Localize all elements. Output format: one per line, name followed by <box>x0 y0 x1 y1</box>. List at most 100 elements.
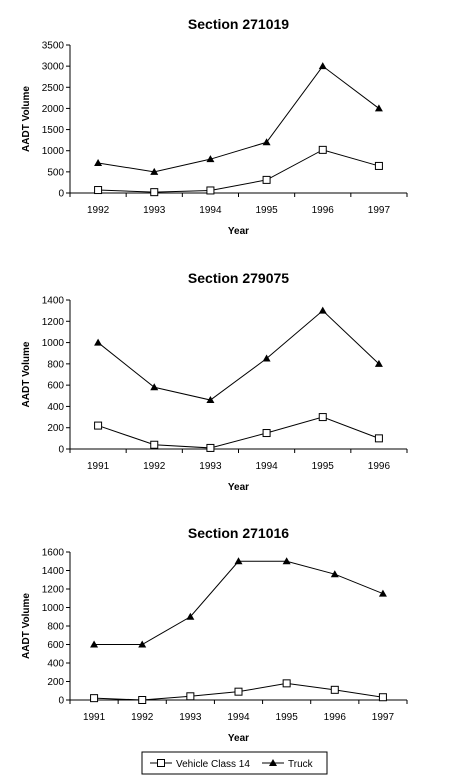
chart-1: Section 271019 0 500 1000 1500 2000 2500 3000 35… <box>21 16 408 237</box>
x-tick-label: 1996 <box>312 205 335 216</box>
data-point-truck <box>374 104 383 112</box>
y-tick-label: 0 <box>58 445 64 456</box>
x-tick-label: 1997 <box>372 712 395 723</box>
x-tick-label: 1994 <box>255 461 278 472</box>
data-point-truck <box>378 589 387 597</box>
y-tick-label: 1400 <box>42 296 65 307</box>
y-tick-label: 0 <box>58 189 64 200</box>
y-tick-label: 1000 <box>42 146 65 157</box>
data-point-class14 <box>150 440 159 449</box>
data-point-class14 <box>378 693 387 702</box>
series-line-class14 <box>97 416 380 449</box>
data-point-truck <box>94 338 103 346</box>
data-point-truck <box>94 158 103 166</box>
data-point-class14 <box>206 443 215 452</box>
data-point-truck <box>90 640 99 648</box>
y-tick-label: 1200 <box>42 585 65 596</box>
data-point-class14 <box>262 429 271 438</box>
x-tick-label: 1991 <box>87 461 110 472</box>
x-tick-label: 1993 <box>179 712 202 723</box>
data-point-truck <box>262 354 271 362</box>
data-point-class14 <box>262 175 271 184</box>
data-point-class14 <box>234 687 243 696</box>
data-point-class14 <box>206 186 215 195</box>
open-square-icon <box>157 759 165 767</box>
y-axis-title: AADT Volume <box>21 86 32 152</box>
x-tick-label: 1993 <box>199 461 222 472</box>
y-tick-label: 3000 <box>42 62 65 73</box>
data-point-class14 <box>90 694 99 703</box>
data-point-class14 <box>186 692 195 701</box>
y-tick-label: 400 <box>47 402 64 413</box>
x-tick-label: 1995 <box>276 712 299 723</box>
data-point-truck <box>374 359 383 367</box>
y-tick-label: 500 <box>47 167 64 178</box>
legend-label-class14: Vehicle Class 14 <box>176 759 250 770</box>
data-point-truck <box>206 155 215 163</box>
chart-title: Section 271016 <box>188 525 289 541</box>
x-tick-label: 1997 <box>368 205 391 216</box>
y-tick-label: 1500 <box>42 125 65 136</box>
x-tick-label: 1992 <box>131 712 154 723</box>
y-tick-label: 600 <box>47 640 64 651</box>
data-point-class14 <box>150 188 159 197</box>
data-point-truck <box>282 557 291 565</box>
y-tick-label: 1200 <box>42 317 65 328</box>
y-axis-title: AADT Volume <box>21 593 32 659</box>
data-point-truck <box>206 396 215 404</box>
chart-2: Section 279075 0 200 400 600 800 1000 1200 1400 1… <box>21 270 408 493</box>
y-tick-label: 1400 <box>42 566 65 577</box>
data-point-class14 <box>374 161 383 170</box>
x-tick-label: 1994 <box>199 205 222 216</box>
data-point-truck <box>234 557 243 565</box>
series-line-truck <box>94 560 384 645</box>
series-line-truck <box>97 309 380 401</box>
data-point-class14 <box>374 434 383 443</box>
x-tick-label: 1994 <box>227 712 250 723</box>
y-tick-label: 400 <box>47 659 64 670</box>
y-tick-label: 1000 <box>42 603 65 614</box>
data-point-class14 <box>318 413 327 422</box>
x-tick-label: 1993 <box>143 205 166 216</box>
charts-group: Section 27101905001000150020002500300035… <box>21 16 408 744</box>
legend-box <box>141 751 328 775</box>
series-line-truck <box>98 65 380 173</box>
data-point-class14 <box>282 679 291 688</box>
y-tick-label: 600 <box>47 381 64 392</box>
data-point-class14 <box>138 696 147 704</box>
data-point-truck <box>150 167 159 175</box>
legend-label-truck: Truck <box>288 759 314 770</box>
chart-title: Section 271019 <box>188 16 289 32</box>
x-tick-label: 1991 <box>83 712 106 723</box>
y-tick-label: 1600 <box>42 548 65 559</box>
y-tick-label: 800 <box>47 622 64 633</box>
y-tick-label: 2000 <box>42 104 65 115</box>
chart-3: Section 271016 0 200 400 600 800 1000 1200 1400 1… <box>21 525 408 744</box>
y-tick-label: 0 <box>58 696 64 707</box>
x-tick-label: 1996 <box>324 712 347 723</box>
data-point-truck <box>318 306 327 314</box>
data-point-class14 <box>94 421 103 430</box>
y-tick-label: 2500 <box>42 83 65 94</box>
x-axis-title: Year <box>228 482 249 493</box>
legend: Vehicle Class 14 Truck <box>141 751 328 775</box>
data-point-class14 <box>318 145 327 154</box>
data-point-truck <box>262 138 271 146</box>
x-axis-title: Year <box>228 226 249 237</box>
filled-triangle-icon <box>269 759 277 766</box>
data-point-truck <box>138 640 147 648</box>
series-line-class14 <box>98 149 380 193</box>
data-point-truck <box>150 383 159 391</box>
x-tick-label: 1992 <box>87 205 110 216</box>
data-point-truck <box>330 570 339 578</box>
data-point-class14 <box>330 685 339 694</box>
chart-title: Section 279075 <box>188 270 289 286</box>
x-tick-label: 1992 <box>143 461 166 472</box>
y-tick-label: 200 <box>47 423 64 434</box>
y-tick-label: 200 <box>47 677 64 688</box>
data-point-truck <box>186 612 195 620</box>
y-tick-label: 3500 <box>42 41 65 52</box>
data-point-truck <box>318 62 327 70</box>
y-tick-label: 800 <box>47 359 64 370</box>
